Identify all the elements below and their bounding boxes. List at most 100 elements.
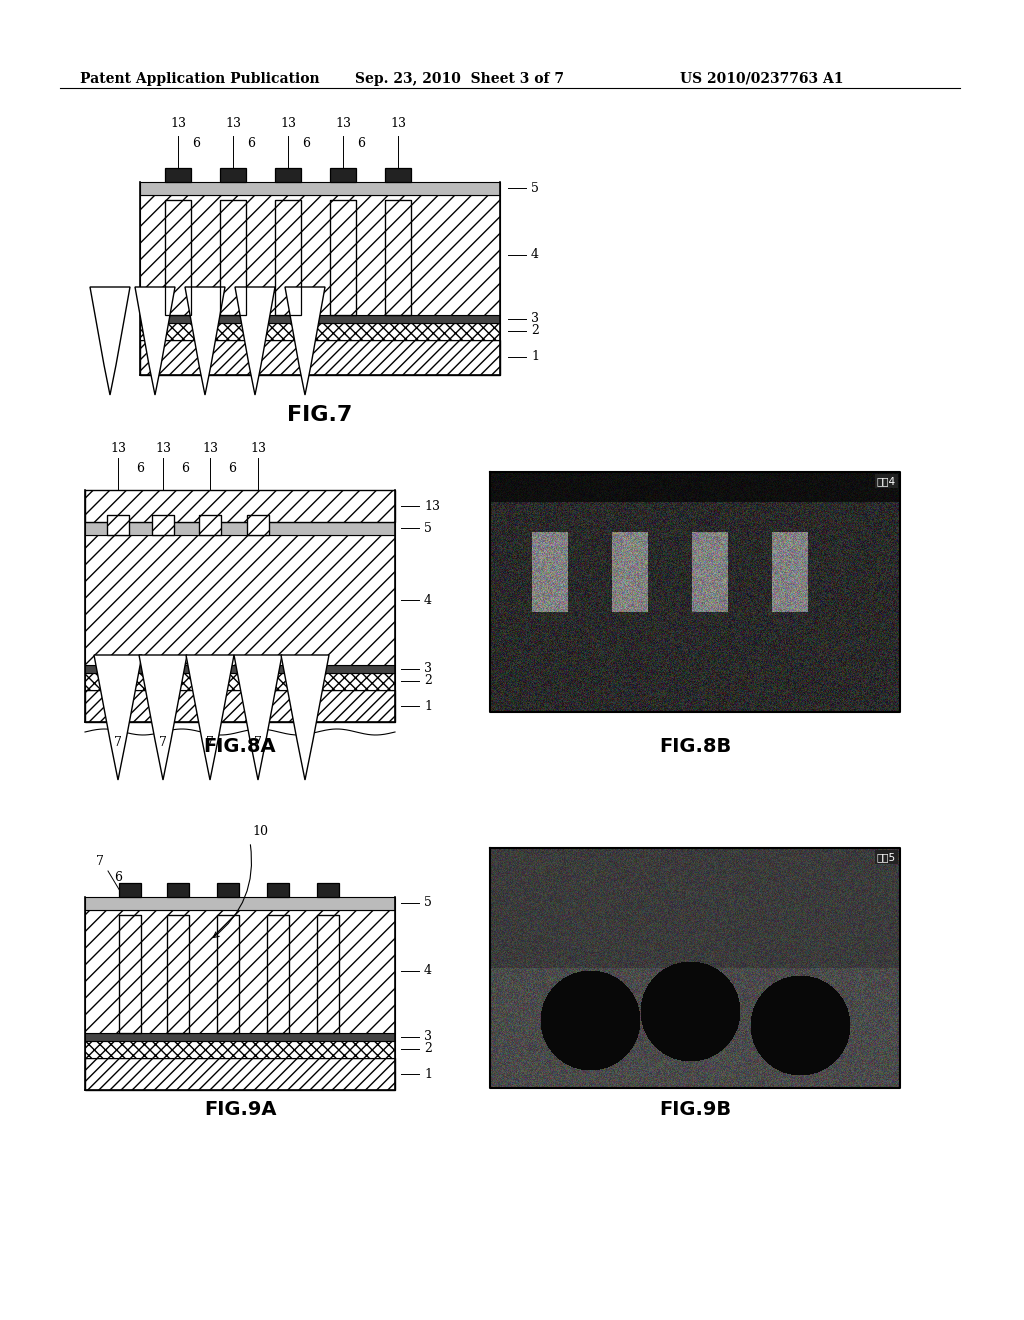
Bar — [140, 315, 500, 323]
Text: 10: 10 — [252, 825, 268, 838]
Text: 13: 13 — [250, 442, 266, 455]
Text: 7: 7 — [96, 855, 104, 869]
Text: 6: 6 — [136, 462, 144, 475]
Text: 7: 7 — [254, 737, 262, 748]
Bar — [85, 673, 395, 690]
Polygon shape — [90, 286, 130, 395]
Text: 2: 2 — [424, 675, 432, 688]
Text: 13: 13 — [225, 117, 241, 129]
Text: Sep. 23, 2010  Sheet 3 of 7: Sep. 23, 2010 Sheet 3 of 7 — [355, 73, 564, 86]
Text: 5: 5 — [424, 896, 432, 909]
Bar — [385, 201, 411, 315]
Bar — [167, 915, 189, 1034]
Polygon shape — [285, 286, 325, 395]
Bar — [275, 201, 301, 315]
Text: 13: 13 — [390, 117, 406, 129]
Bar — [199, 515, 221, 535]
Bar — [385, 201, 411, 315]
Text: 6: 6 — [181, 462, 189, 475]
Text: 6: 6 — [247, 137, 255, 150]
Bar — [140, 323, 500, 341]
Bar — [140, 341, 500, 375]
Polygon shape — [234, 286, 275, 395]
Bar — [106, 515, 129, 535]
Bar — [85, 665, 395, 673]
Bar — [165, 201, 191, 315]
Bar — [106, 515, 129, 535]
Text: 13: 13 — [202, 442, 218, 455]
Text: 7: 7 — [159, 737, 167, 748]
Polygon shape — [185, 286, 225, 395]
Bar — [317, 915, 339, 1034]
Text: 6: 6 — [193, 137, 200, 150]
Text: 13: 13 — [335, 117, 351, 129]
Text: 13: 13 — [155, 442, 171, 455]
Bar — [385, 168, 411, 182]
Text: 6: 6 — [357, 137, 365, 150]
Text: 4: 4 — [531, 248, 539, 261]
Bar — [220, 201, 246, 315]
Bar — [267, 883, 289, 898]
Bar — [119, 915, 141, 1034]
Bar — [152, 515, 174, 535]
Text: 1: 1 — [531, 351, 539, 363]
Text: 13: 13 — [110, 442, 126, 455]
Bar — [275, 168, 301, 182]
Text: 5: 5 — [531, 181, 539, 194]
Bar — [165, 201, 191, 315]
Bar — [85, 521, 395, 535]
Bar — [140, 182, 500, 195]
Text: FIG.9B: FIG.9B — [658, 1100, 731, 1119]
Text: 6: 6 — [302, 137, 310, 150]
Text: 13: 13 — [280, 117, 296, 129]
Polygon shape — [139, 655, 187, 780]
Bar — [167, 915, 189, 1034]
Text: 5: 5 — [424, 521, 432, 535]
Polygon shape — [234, 655, 282, 780]
Text: 4: 4 — [424, 594, 432, 606]
Polygon shape — [135, 286, 175, 395]
Bar — [217, 915, 239, 1034]
Text: 13: 13 — [424, 499, 440, 512]
Bar — [85, 1034, 395, 1041]
Bar — [165, 168, 191, 182]
Bar — [330, 168, 356, 182]
Bar — [85, 535, 395, 665]
Text: FIG.9A: FIG.9A — [204, 1100, 276, 1119]
Bar — [119, 883, 141, 898]
Text: 2: 2 — [531, 325, 539, 338]
Bar — [152, 515, 174, 535]
Text: 6: 6 — [228, 462, 236, 475]
Bar — [119, 915, 141, 1034]
Text: 3: 3 — [531, 313, 539, 326]
Bar — [85, 909, 395, 1034]
Text: 6: 6 — [114, 871, 122, 884]
Text: 3: 3 — [424, 1031, 432, 1044]
Text: FIG.7: FIG.7 — [288, 405, 352, 425]
Text: FIG.8B: FIG.8B — [658, 737, 731, 756]
Bar — [85, 690, 395, 722]
Bar — [330, 201, 356, 315]
Polygon shape — [281, 655, 329, 780]
Polygon shape — [94, 655, 142, 780]
Text: FIG.8A: FIG.8A — [204, 737, 276, 756]
Text: 7: 7 — [114, 737, 122, 748]
Bar — [317, 915, 339, 1034]
Polygon shape — [186, 655, 234, 780]
Bar — [220, 201, 246, 315]
Bar — [317, 883, 339, 898]
Text: 7: 7 — [206, 737, 214, 748]
Text: US 2010/0237763 A1: US 2010/0237763 A1 — [680, 73, 844, 86]
Bar — [85, 1059, 395, 1090]
Bar — [267, 915, 289, 1034]
Text: 写真4: 写真4 — [877, 477, 896, 486]
Bar — [275, 201, 301, 315]
Text: 4: 4 — [424, 965, 432, 978]
Text: 1: 1 — [424, 1068, 432, 1081]
Text: Patent Application Publication: Patent Application Publication — [80, 73, 319, 86]
Bar — [140, 195, 500, 315]
Text: 写真5: 写真5 — [877, 851, 896, 862]
Bar — [217, 915, 239, 1034]
Bar — [220, 168, 246, 182]
Bar — [199, 515, 221, 535]
